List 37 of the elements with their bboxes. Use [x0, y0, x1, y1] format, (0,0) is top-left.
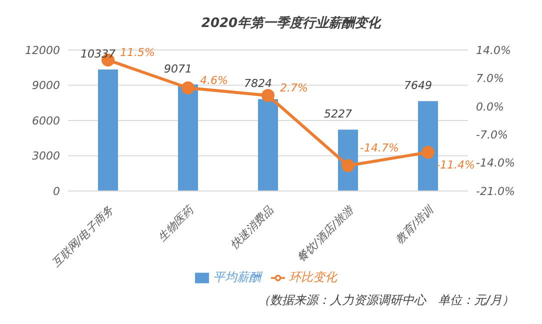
y-tick-label: 3000	[32, 150, 60, 163]
data-label: 10337	[80, 48, 116, 61]
y2-tick-label: -14.0%	[476, 156, 515, 170]
y2-tick-label: 7.0%	[476, 72, 504, 86]
data-label: 7649	[404, 79, 432, 92]
data-label: 11.5%	[120, 46, 155, 60]
chart-title: 2020年第一季度行业薪酬变化	[200, 14, 382, 33]
legend-label: 环比变化	[289, 270, 337, 284]
data-label: 4.6%	[200, 74, 228, 87]
point	[342, 159, 354, 172]
x-tick-label: 快速消费品	[228, 202, 276, 252]
text: （数据来源：人力资源调研中心 单位：元/月）	[256, 292, 515, 309]
data-label: 9071	[164, 62, 192, 76]
data-label: -14.7%	[360, 142, 399, 155]
y2-tick-label: 14.0%	[476, 44, 511, 57]
y-tick-label: 12000	[25, 44, 60, 57]
y-tick-label: 0	[53, 184, 60, 198]
bar	[258, 99, 278, 191]
x-tick-label: 教育/培训	[392, 202, 436, 247]
point	[262, 89, 274, 102]
data-label: 5227	[324, 108, 352, 121]
bar	[178, 84, 198, 191]
y2-tick-label: -21.0%	[476, 184, 515, 198]
y-tick-label: 6000	[32, 114, 60, 128]
bar	[418, 101, 438, 191]
point	[422, 146, 434, 159]
data-label: 2.7%	[280, 82, 308, 95]
legend-label: 平均薪酬	[213, 270, 261, 284]
y-tick-label: 9000	[32, 79, 60, 92]
x-tick-label: 餐饮/酒店/旅游	[294, 202, 358, 265]
data-label: 7824	[244, 77, 272, 90]
x-tick-label: 互联网/电子商务	[50, 202, 116, 270]
point	[182, 81, 194, 94]
y2-tick-label: 0.0%	[476, 100, 504, 114]
y2-tick-label: -7.0%	[476, 128, 508, 142]
x-tick-label: 生物医药	[155, 202, 198, 244]
bar	[98, 70, 118, 191]
